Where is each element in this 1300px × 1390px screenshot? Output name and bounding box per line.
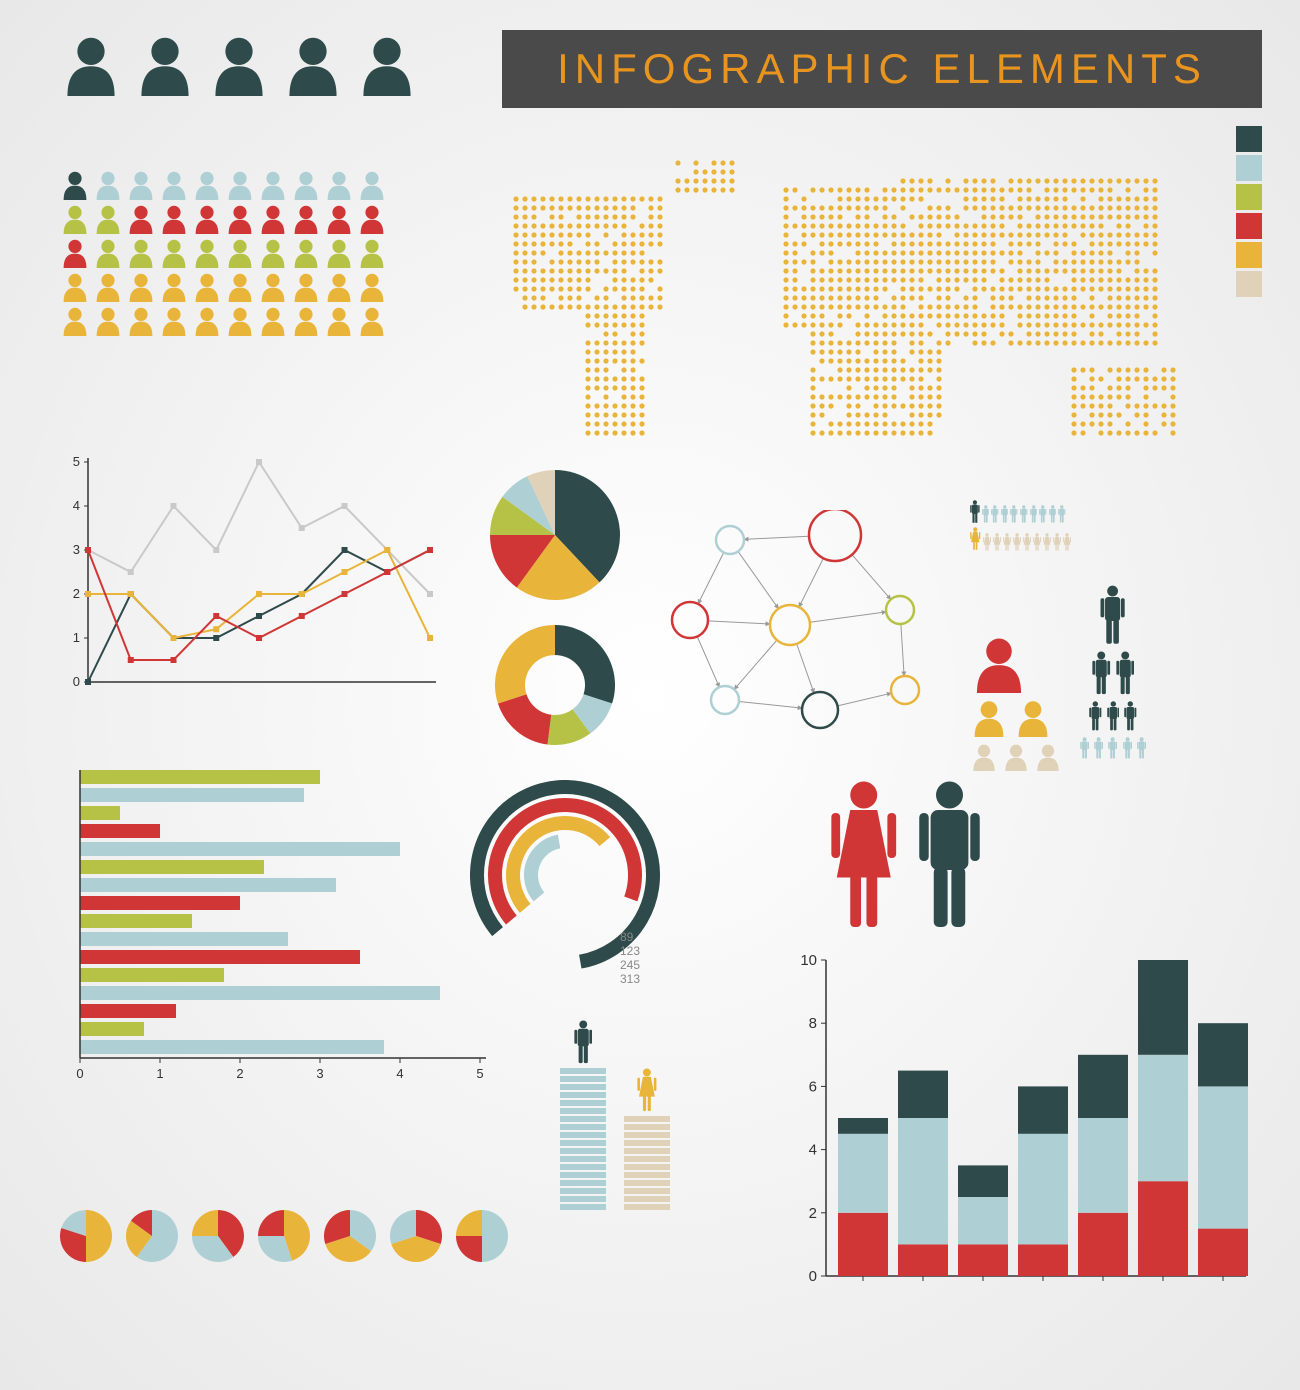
svg-text:2: 2 <box>809 1205 817 1222</box>
people-icon-rows <box>970 500 1071 555</box>
svg-text:2: 2 <box>236 1066 243 1081</box>
svg-text:0: 0 <box>73 674 80 689</box>
svg-text:0: 0 <box>809 1268 817 1285</box>
svg-text:1: 1 <box>156 1066 163 1081</box>
svg-text:4: 4 <box>396 1066 403 1081</box>
title-bar: INFOGRAPHIC ELEMENTS <box>502 30 1262 108</box>
people-hierarchy <box>1080 585 1146 759</box>
svg-text:8: 8 <box>809 1015 817 1032</box>
horizontal-bar-chart: 0 1 2 3 4 5 <box>60 770 490 1140</box>
svg-text:6: 6 <box>809 1078 817 1095</box>
radial-labels: 89123245313 <box>620 930 640 986</box>
people-grid <box>60 170 387 336</box>
svg-text:3: 3 <box>316 1066 323 1081</box>
svg-text:0: 0 <box>76 1066 83 1081</box>
svg-text:3: 3 <box>73 542 80 557</box>
svg-text:5: 5 <box>476 1066 483 1081</box>
small-pies-row <box>60 1210 508 1262</box>
world-map <box>470 135 1210 495</box>
line-chart: 0 1 2 3 4 5 <box>60 450 440 710</box>
color-legend <box>1236 126 1262 297</box>
svg-text:5: 5 <box>73 454 80 469</box>
svg-text:4: 4 <box>73 498 80 513</box>
title-text: INFOGRAPHIC ELEMENTS <box>557 45 1207 93</box>
man-woman-figures <box>830 780 981 930</box>
stacked-people <box>560 1020 670 1210</box>
network-diagram <box>670 510 950 740</box>
svg-text:4: 4 <box>809 1142 817 1159</box>
svg-text:10: 10 <box>800 952 817 969</box>
pie-chart <box>490 470 620 600</box>
svg-text:1: 1 <box>73 630 80 645</box>
people-large-row <box>60 34 418 96</box>
donut-chart <box>495 625 615 745</box>
svg-text:2: 2 <box>73 586 80 601</box>
vertical-bar-chart: 0 2 4 6 8 10 <box>790 950 1250 1300</box>
